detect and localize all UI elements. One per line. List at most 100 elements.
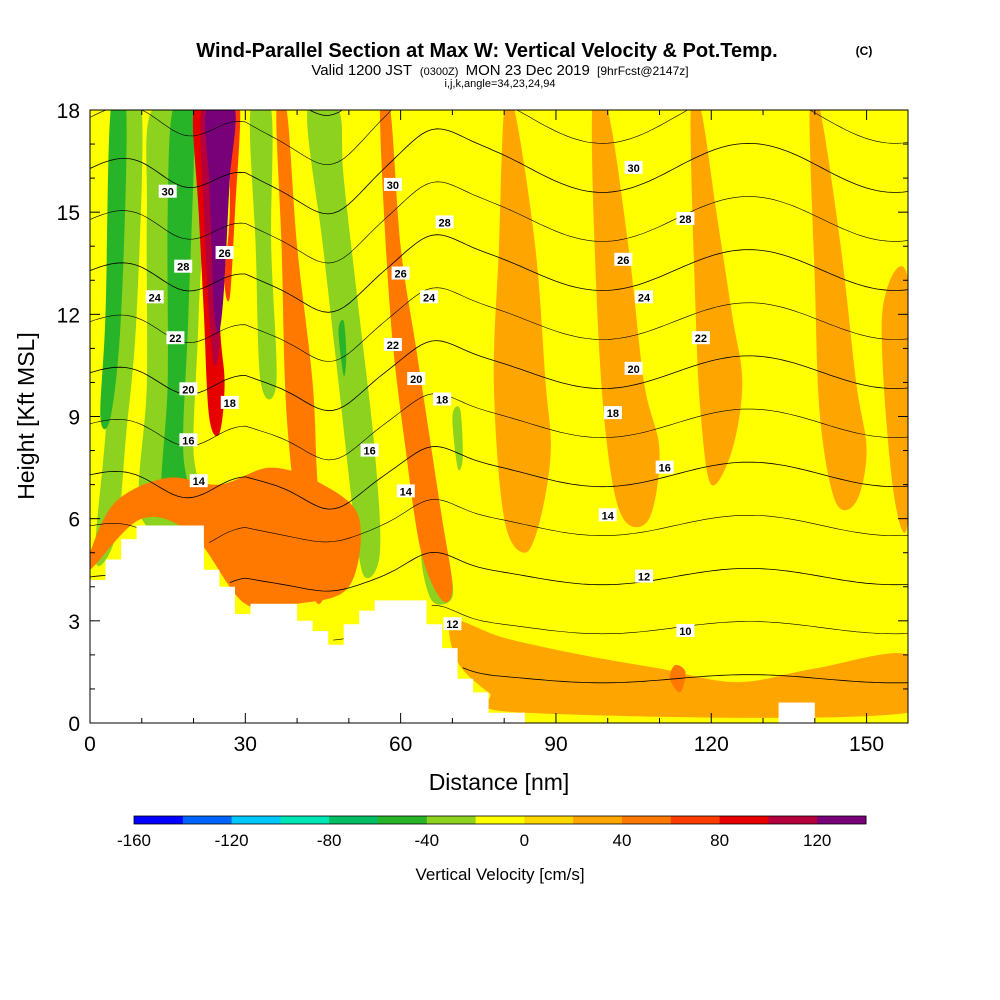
velocity-region: [249, 110, 277, 400]
x-tick-label: 30: [234, 733, 257, 756]
colorbar-swatch: [524, 816, 574, 824]
colorbar-tick-label: -160: [117, 831, 151, 850]
theta-label-bg: [691, 331, 710, 345]
theta-label-bg: [624, 160, 643, 174]
colorbar-swatch: [231, 816, 281, 824]
theta-label: 14: [193, 476, 206, 488]
theta-label-group: 22: [691, 331, 710, 345]
theta-label: 24: [423, 292, 436, 304]
theta-label: 22: [169, 333, 181, 345]
velocity-region: [591, 110, 660, 528]
theta-label: 12: [446, 619, 458, 631]
theta-label-bg: [420, 290, 439, 304]
title-block: Wind-Parallel Section at Max W: Vertical…: [196, 40, 872, 90]
colorbar-tick-label: 0: [520, 831, 529, 850]
x-tick-label: 90: [544, 733, 567, 756]
colorbar-tick-label: -120: [215, 831, 249, 850]
velocity-region: [100, 110, 127, 430]
velocity-region: [493, 110, 551, 553]
theta-label-group: 12: [443, 617, 462, 631]
theta-label-bg: [189, 474, 208, 488]
theta-label-bg: [179, 382, 198, 396]
velocity-region: [449, 620, 908, 718]
theta-label: 28: [177, 262, 189, 274]
theta-label: 12: [638, 572, 650, 584]
velocity-region: [379, 110, 453, 603]
theta-label-bg: [676, 624, 695, 637]
y-tick-label: 0: [68, 713, 80, 736]
theta-label: 14: [400, 486, 413, 498]
theta-label-group: 22: [383, 338, 402, 352]
y-tick-label: 6: [68, 509, 80, 532]
theta-label-bg: [603, 406, 622, 420]
colorbar-swatch: [573, 816, 623, 824]
theta-label-bg: [676, 212, 695, 225]
theta-contour-minor: [90, 287, 908, 362]
theta-label: 26: [394, 269, 406, 281]
velocity-region: [690, 110, 743, 486]
theta-label-group: 18: [603, 406, 622, 420]
x-tick-label: 60: [389, 733, 412, 756]
subtitle-utc: (0300Z): [420, 66, 459, 78]
theta-label: 14: [602, 510, 615, 522]
theta-contour-18: [90, 234, 908, 313]
colorbar-frame: [133, 815, 867, 825]
velocity-region: [161, 110, 195, 519]
theta-label: 18: [607, 408, 619, 420]
theta-contour-14: [90, 446, 908, 510]
theta-label-bg: [215, 246, 234, 259]
theta-labels: 30 28 26 24 22 20 18 16 14 30 28 26 24 22 20 18 16 14 12 30…: [145, 160, 710, 638]
theta-label-group: 24: [145, 290, 164, 304]
theta-label-group: 16: [179, 433, 198, 447]
theta-label-group: 10: [676, 624, 695, 638]
theta-contour-minor: [333, 605, 908, 641]
theta-label: 10: [679, 626, 691, 638]
theta-label: 30: [387, 180, 399, 192]
theta-label-group: 20: [407, 372, 426, 386]
theta-label: 22: [695, 333, 707, 345]
theta-label-bg: [443, 617, 462, 631]
theta-contour-minor: [90, 393, 908, 461]
theta-label-group: 20: [179, 382, 198, 396]
theta-contour-10: [462, 667, 908, 684]
x-tick-label: 150: [849, 733, 884, 756]
colorbar-swatch: [670, 816, 721, 824]
theta-label-bg: [174, 259, 193, 273]
theta-label: 20: [627, 364, 639, 376]
velocity-region: [881, 266, 908, 533]
colorbar-swatch: [475, 816, 525, 824]
theta-label-bg: [435, 215, 454, 229]
subtitle-date: MON 23 Dec 2019: [466, 62, 590, 79]
velocity-region: [276, 110, 329, 604]
theta-label: 20: [410, 374, 422, 386]
theta-label-bg: [624, 361, 643, 375]
theta-label: 18: [224, 398, 236, 410]
colorbar-tick-label: 120: [803, 831, 831, 850]
theta-contour-12: [90, 551, 908, 592]
theta-label-bg: [433, 392, 452, 406]
theta-label: 28: [679, 214, 691, 226]
theta-label-group: 12: [635, 569, 653, 584]
theta-label-bg: [383, 177, 402, 191]
theta-label-group: 24: [420, 290, 439, 304]
theta-label-bg: [614, 252, 633, 266]
colorbar-swatch: [719, 816, 769, 824]
theta-label-group: 14: [189, 474, 208, 488]
theta-label-group: 28: [676, 212, 695, 226]
theta-contours: [90, 110, 908, 684]
theta-label-bg: [655, 460, 674, 474]
theta-label-group: 18: [433, 392, 452, 407]
velocity-region: [809, 110, 867, 511]
velocity-field: [90, 110, 908, 718]
theta-label: 26: [218, 248, 230, 260]
theta-label-bg: [407, 372, 426, 385]
theta-label-group: 26: [215, 246, 234, 260]
subtitle-forecast: [9hrFcst@2147z]: [597, 64, 689, 78]
chart-subtitle: Valid 1200 JST (0300Z) MON 23 Dec 2019 […: [311, 62, 688, 79]
subtitle-valid: Valid 1200 JST: [311, 62, 411, 79]
theta-label-bg: [396, 484, 415, 498]
y-tick-label: 9: [68, 407, 80, 430]
colorbar-swatch: [280, 816, 330, 824]
theta-label-bg: [220, 395, 239, 409]
theta-label-group: 22: [166, 331, 185, 345]
